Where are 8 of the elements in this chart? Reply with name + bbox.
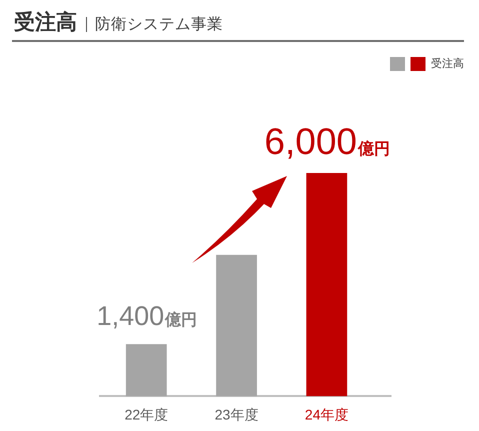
legend-label: 受注高 <box>431 57 464 70</box>
x-tick-label: 24年度 <box>304 406 348 422</box>
chart-subtitle: 防衛システム事業 <box>86 16 223 32</box>
x-tick-label: 22年度 <box>124 406 168 422</box>
chart-title: 受注高 <box>14 11 77 35</box>
data-label: 6,000億円 <box>264 121 390 162</box>
x-tick-label: 23年度 <box>214 406 258 422</box>
data-label: 1,400億円 <box>96 301 198 332</box>
